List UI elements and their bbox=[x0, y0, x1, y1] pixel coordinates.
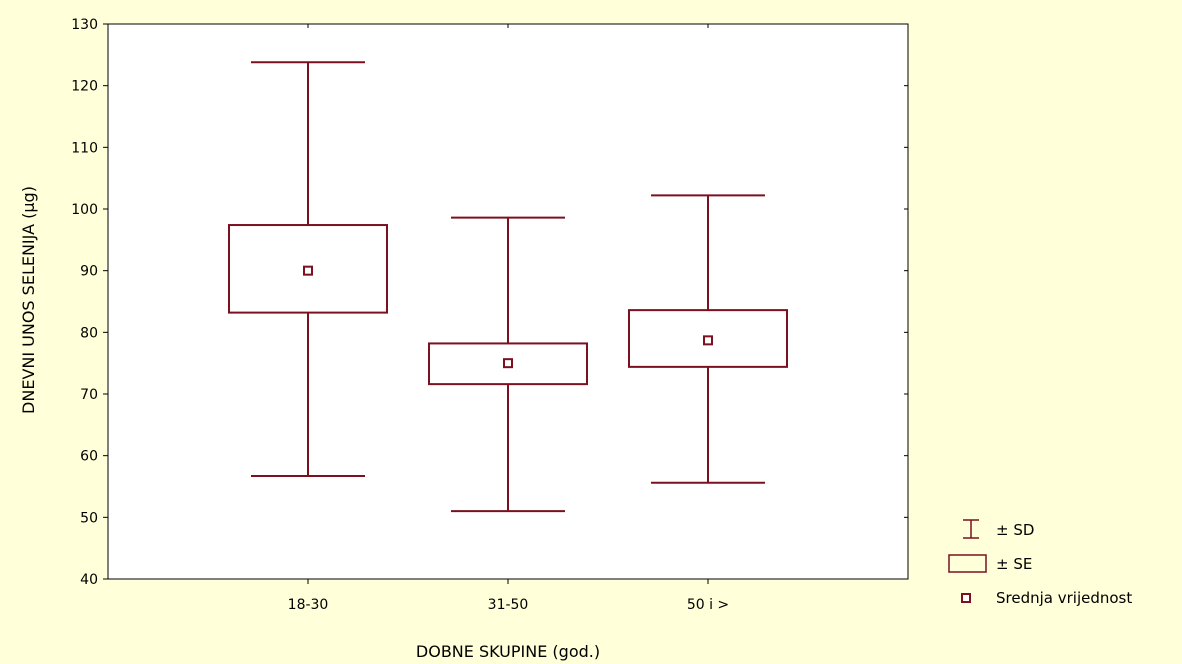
x-axis-title: DOBNE SKUPINE (god.) bbox=[416, 642, 600, 661]
legend-item-sd: ± SD bbox=[963, 519, 1034, 539]
mean-marker bbox=[703, 335, 713, 346]
box-group bbox=[628, 194, 788, 484]
y-tick-label: 120 bbox=[71, 79, 98, 95]
y-tick-label: 80 bbox=[80, 325, 98, 341]
mean-marker bbox=[503, 358, 513, 369]
legend-label-mean: Srednja vrijednost bbox=[996, 589, 1132, 607]
box-group bbox=[228, 61, 388, 478]
y-tick-label: 70 bbox=[80, 387, 98, 403]
legend: ± SD ± SE Srednja vrijednost bbox=[948, 519, 1132, 607]
x-tick-label: 31-50 bbox=[488, 597, 529, 613]
x-tick-label: 50 i > bbox=[687, 597, 729, 613]
legend-item-se: ± SE bbox=[948, 554, 1032, 573]
box-marks bbox=[228, 61, 788, 513]
x-axis: 18-30 31-50 50 i > bbox=[288, 24, 729, 613]
y-axis: 40 50 60 70 80 90 100 110 120 130 bbox=[71, 17, 908, 588]
mean-marker bbox=[303, 265, 313, 276]
y-tick-label: 50 bbox=[80, 510, 98, 526]
y-tick-label: 110 bbox=[71, 140, 98, 156]
y-tick-label: 100 bbox=[71, 202, 98, 218]
y-tick-label: 130 bbox=[71, 17, 98, 33]
y-tick-label: 40 bbox=[80, 572, 98, 588]
legend-label-se: ± SE bbox=[996, 555, 1032, 573]
legend-item-mean: Srednja vrijednost bbox=[961, 589, 1132, 607]
y-tick-label: 90 bbox=[80, 264, 98, 280]
legend-label-sd: ± SD bbox=[996, 521, 1034, 539]
box-group bbox=[428, 216, 588, 513]
y-axis-title: DNEVNI UNOS SELENIJA (µg) bbox=[19, 186, 38, 414]
y-tick-label: 60 bbox=[80, 449, 98, 465]
x-tick-label: 18-30 bbox=[288, 597, 329, 613]
